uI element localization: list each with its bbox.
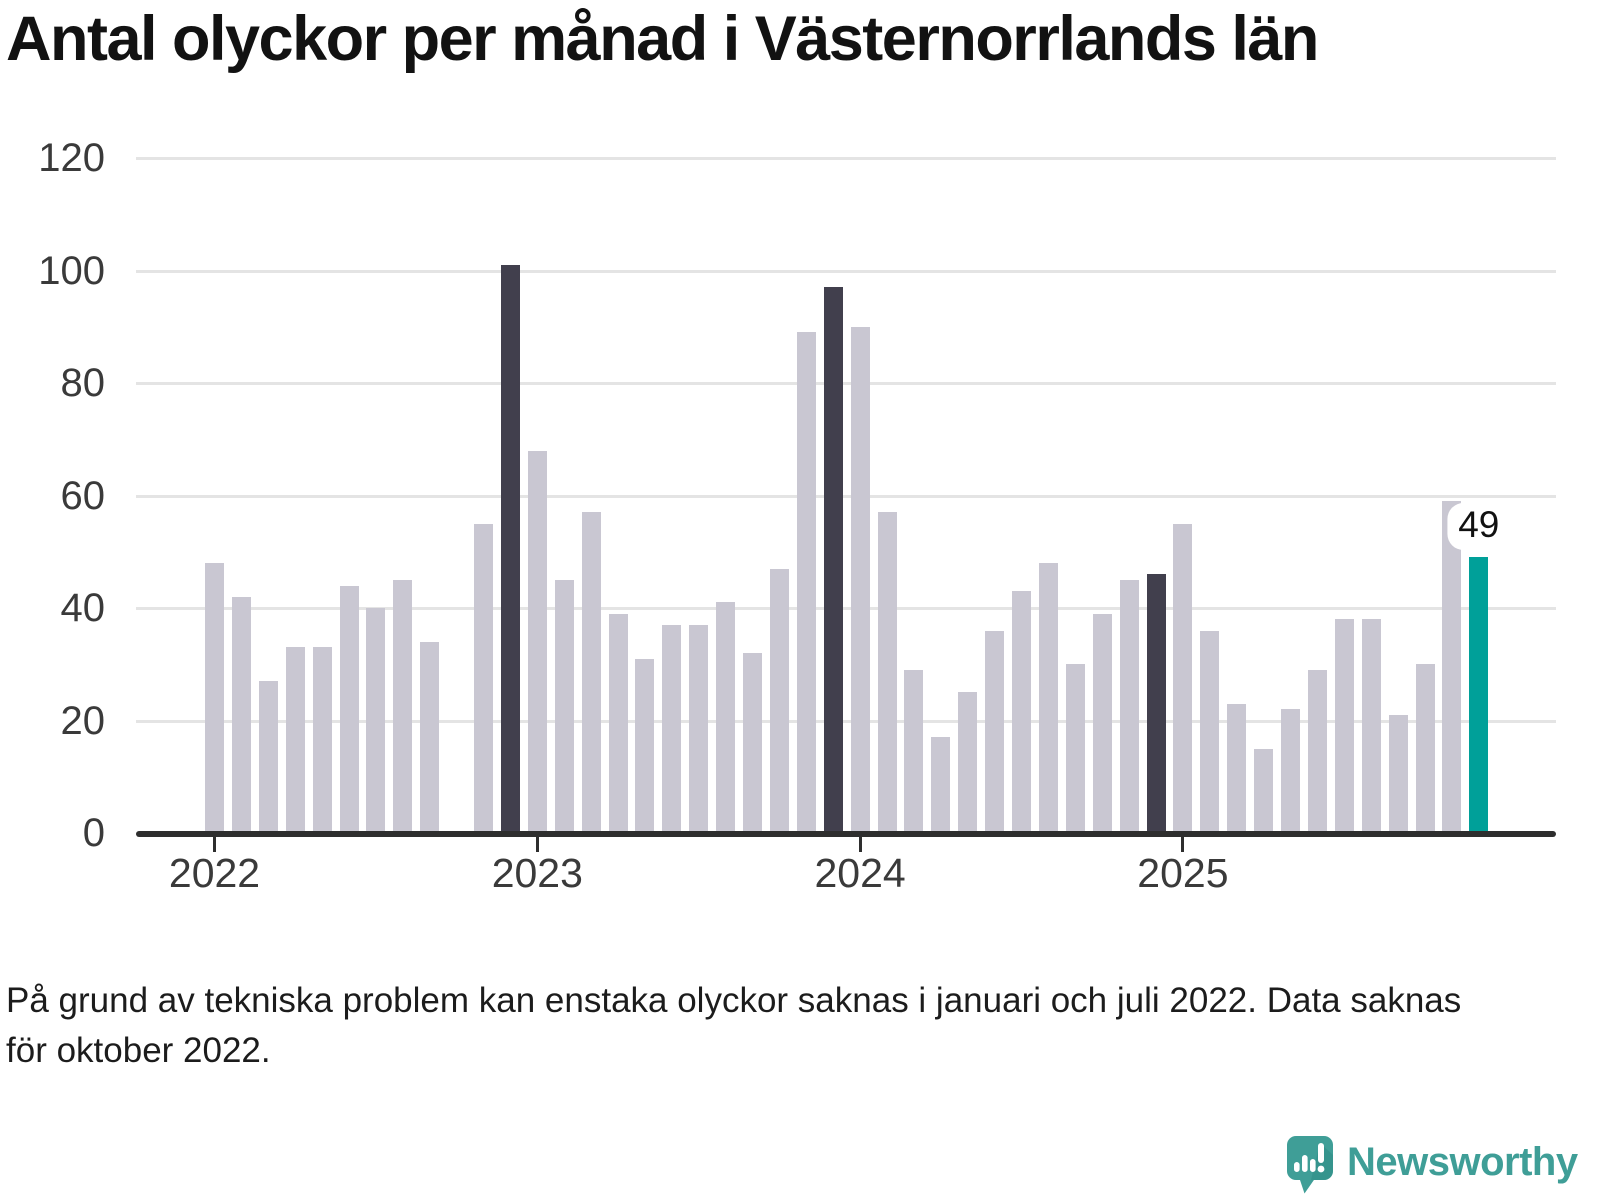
bar-2023-02 [554,579,574,833]
bar-2024-09 [1065,664,1085,833]
bar-2022-01 [205,563,224,833]
x-axis-line [136,831,1556,837]
bar-2025-01 [1173,523,1193,833]
bar-2024-05 [958,692,978,833]
bar-2025-08 [1361,619,1381,833]
bar-2024-06 [985,630,1005,833]
bar-2025-04 [1254,748,1274,833]
gridline [136,269,1556,273]
bar-2023-11 [796,332,816,833]
bar-2025-03 [1227,703,1247,833]
gridline [136,719,1556,723]
bar-2024-10 [1092,613,1112,833]
bar-2023-10 [769,568,789,833]
bar-2023-05 [635,658,655,833]
bar-2022-09 [420,641,440,833]
y-axis-tick-label: 120 [38,136,105,180]
bar-2023-04 [608,613,628,833]
x-axis-tick [858,837,862,852]
x-axis-tick [213,837,216,852]
x-axis-tick-label: 2022 [168,850,261,896]
bar-2025-09 [1388,714,1408,833]
bar-2023-01 [527,450,547,833]
bar-2022-03 [258,681,278,833]
bar-2022-04 [285,647,305,833]
bar-2025-06 [1307,669,1327,833]
x-axis-tick [535,837,539,852]
bar-2022-07 [366,608,386,833]
bar-2022-06 [339,585,359,833]
y-axis-tick-label: 100 [38,248,105,293]
latest-value-label: 49 [1447,503,1511,551]
chart-title: Antal olyckor per månad i Västernorrland… [6,4,1319,74]
footnote: På grund av tekniska problem kan enstaka… [6,981,1462,1071]
gridline [136,607,1556,610]
x-axis-tick [1181,837,1185,852]
x-axis-tick-label: 2024 [814,850,906,896]
bar-2022-02 [231,596,251,833]
bar-2022-08 [393,579,413,833]
bar-2024-04 [931,737,951,833]
bar-2022-11 [474,523,493,833]
bar-2024-02 [877,512,897,833]
gridline [136,157,1556,160]
bar-2024-01 [850,326,870,833]
newsworthy-speech-bubble-bar-chart-icon [1287,1136,1333,1194]
bar-2025-12 [1469,557,1489,833]
bar-2023-09 [743,653,762,833]
y-axis-tick-label: 0 [82,811,105,855]
x-axis-tick-label: 2025 [1137,850,1229,896]
bar-2024-07 [1012,591,1031,833]
bar-2025-07 [1334,619,1354,833]
gridline [136,382,1556,385]
newsworthy-wordmark: Newsworthy [1347,1140,1578,1184]
bar-2023-12 [823,287,843,833]
newsworthy-logo: Newsworthy [1286,1136,1578,1194]
bar-2025-02 [1200,630,1220,833]
bar-2023-06 [662,624,682,833]
y-axis-tick-label: 20 [60,698,106,743]
bar-2022-12 [500,264,520,833]
bar-2022-05 [312,647,332,833]
bar-2025-11 [1442,501,1462,833]
gridline [136,494,1556,498]
bar-2025-10 [1415,664,1435,833]
bar-2024-12 [1146,574,1166,833]
y-axis-tick-label: 60 [60,473,106,518]
bar-2023-08 [716,602,736,833]
bar-2025-05 [1281,709,1300,833]
bar-2023-07 [689,624,709,833]
bar-2024-03 [904,669,924,833]
bar-2023-03 [581,512,601,833]
x-axis-tick-label: 2023 [491,850,583,896]
y-axis-tick-label: 80 [60,361,106,405]
bar-2024-11 [1119,579,1139,833]
bar-2024-08 [1038,563,1058,833]
y-axis-tick-label: 40 [60,586,106,630]
